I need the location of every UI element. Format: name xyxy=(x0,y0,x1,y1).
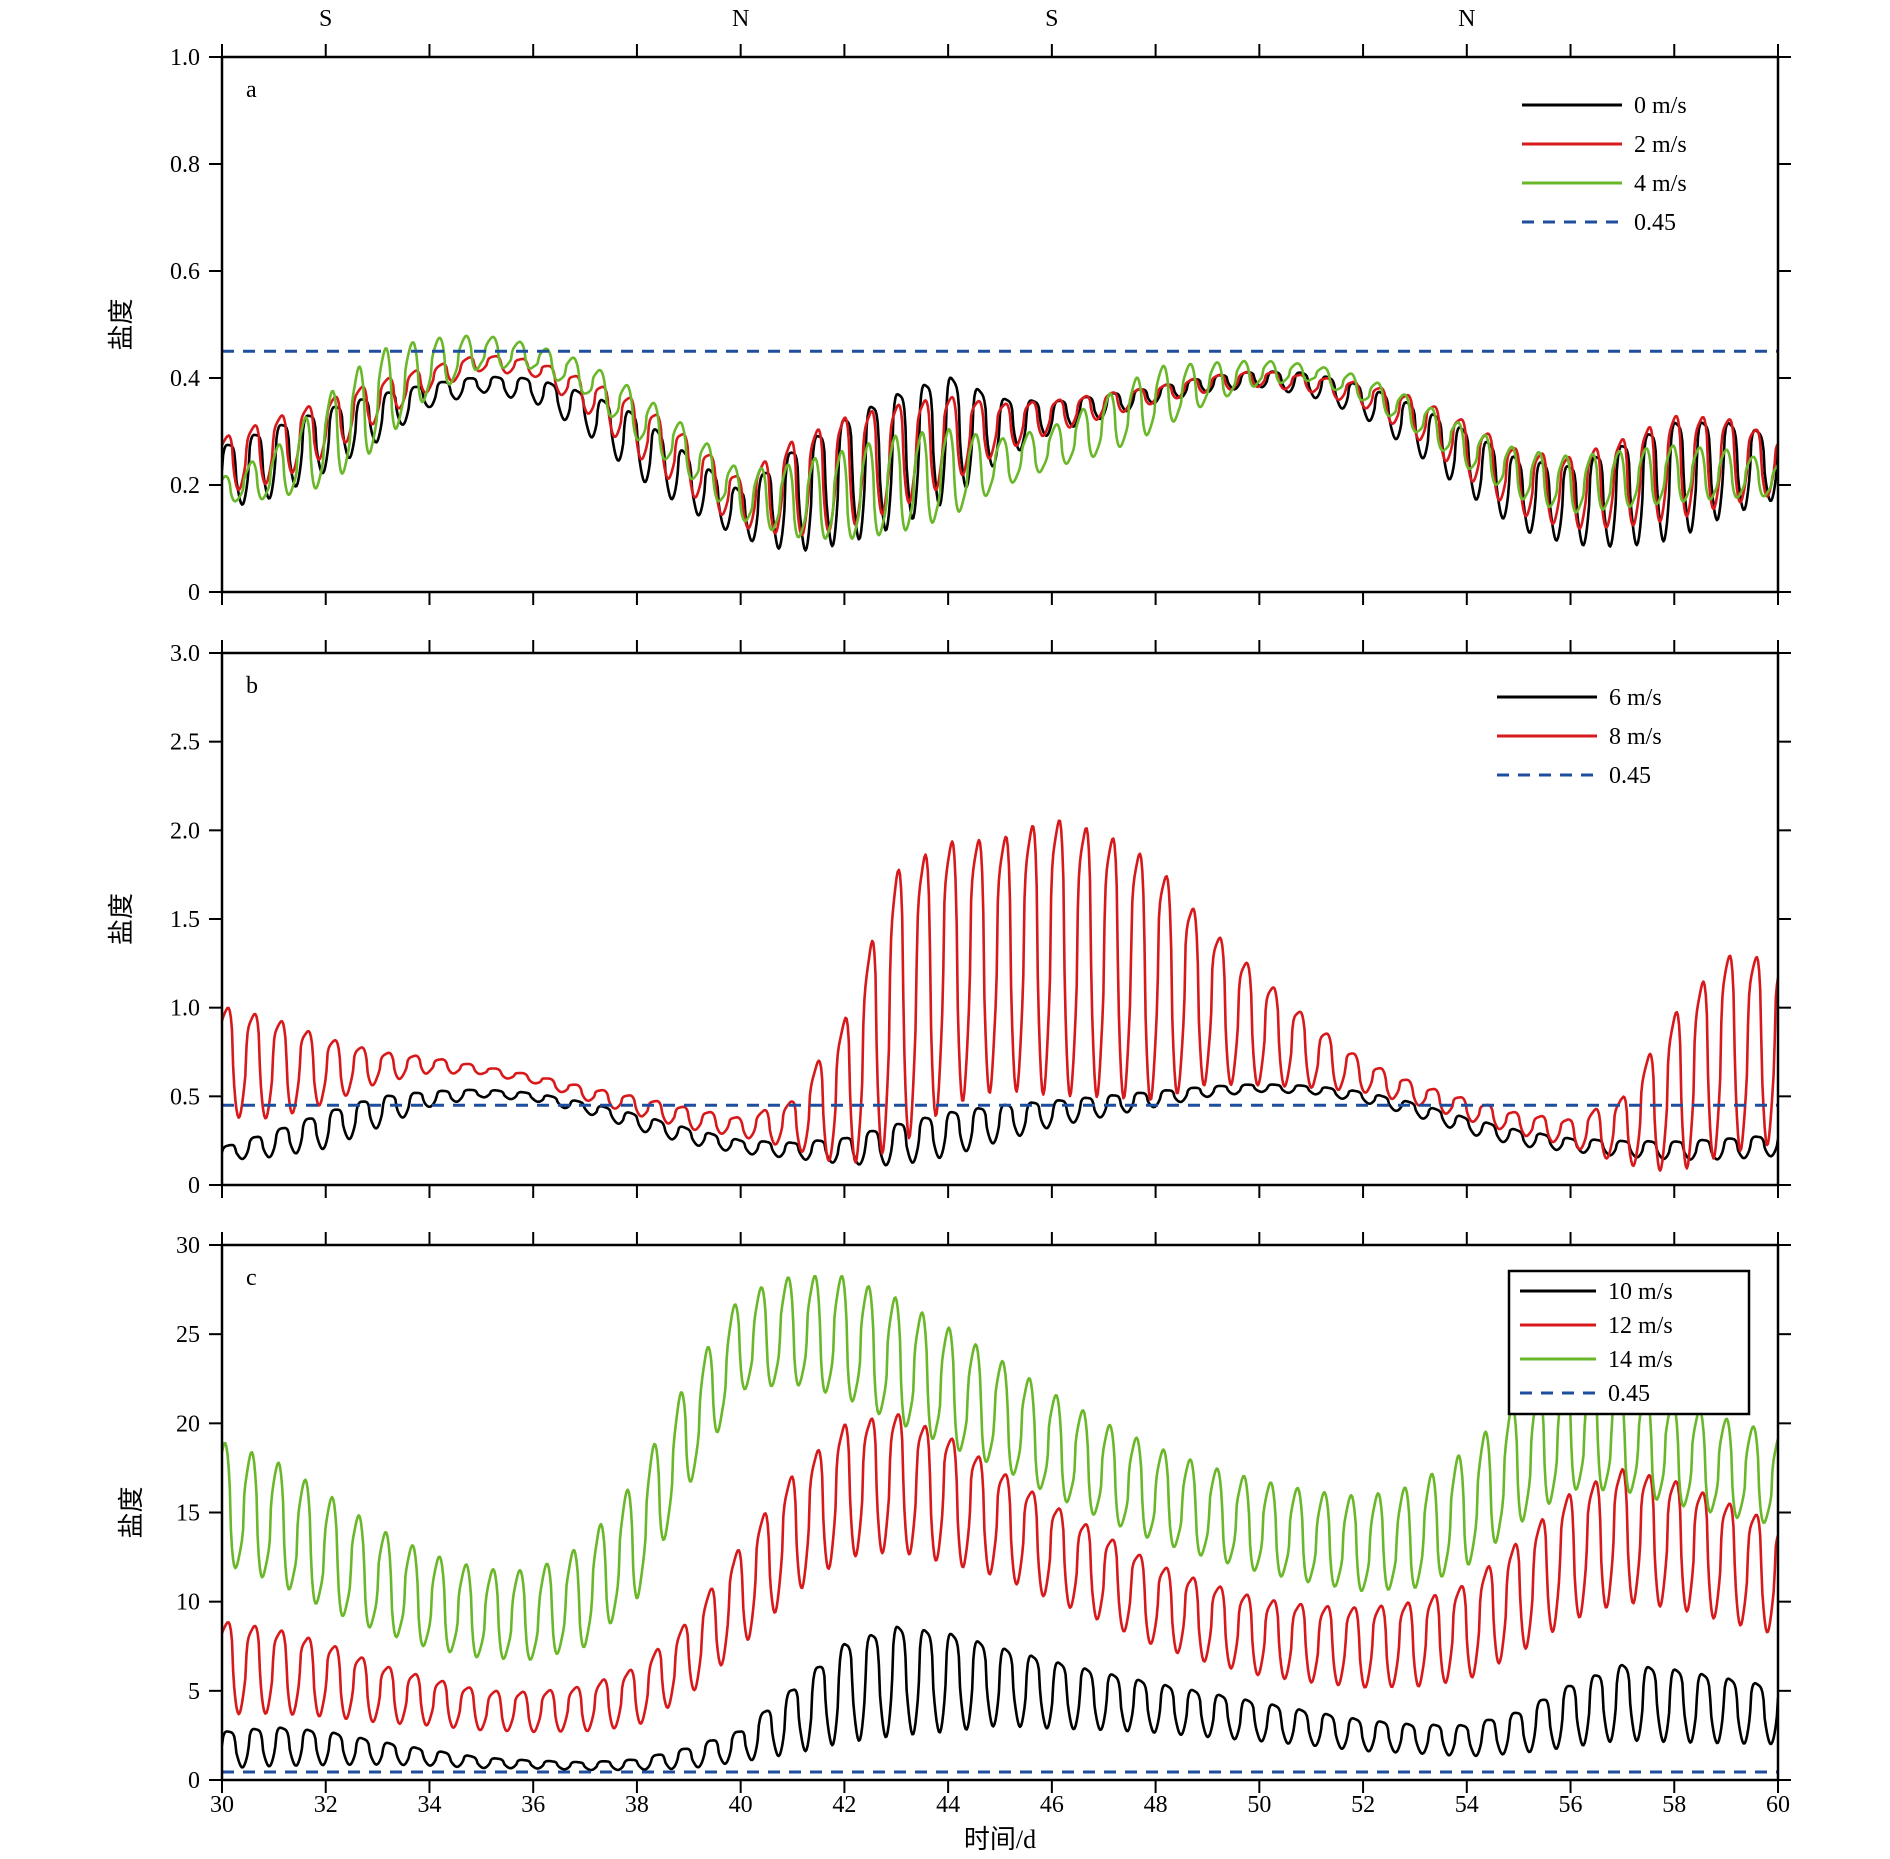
x-tick-label-4: 38 xyxy=(625,1792,649,1818)
panel-a-frame xyxy=(220,55,1780,594)
panel-c-ytick-label: 30 xyxy=(176,1233,200,1259)
x-tick-label-3: 36 xyxy=(521,1792,545,1818)
x-tick-label-11: 52 xyxy=(1351,1792,1375,1818)
panel-a-legend: 0 m/s 2 m/s 4 m/s 0.45 xyxy=(1522,93,1687,236)
panel-b-ytick-label: 0 xyxy=(188,1173,200,1199)
x-tick-label-8: 46 xyxy=(1040,1792,1064,1818)
x-tick-label-5: 40 xyxy=(729,1792,753,1818)
panel-c-series-10ms-line xyxy=(222,1625,1778,1772)
panel-a-ylabel: 盐度 xyxy=(107,298,136,350)
panel-a-legend-label: 0 m/s xyxy=(1634,93,1687,119)
panel-b-legend-label: 0.45 xyxy=(1609,763,1651,789)
panel-c-ytick-label: 15 xyxy=(176,1501,200,1527)
panel-a-series-4ms-line xyxy=(222,334,1778,540)
panel-a-ytick-label: 0.6 xyxy=(170,259,200,285)
panel-c-legend-label: 14 m/s xyxy=(1608,1347,1673,1373)
panel-b-ytick-label: 2.0 xyxy=(170,818,200,844)
panel-a-legend-label: 2 m/s xyxy=(1634,132,1687,158)
panel-c-legend-label: 0.45 xyxy=(1608,1381,1650,1407)
x-tick-label-6: 42 xyxy=(832,1792,856,1818)
x-tick-label-7: 44 xyxy=(936,1792,960,1818)
panel-b: 0 0.5 1.0 1.5 2.0 2.5 3.0 b 盐度 6 m/s 8 m/s 0.45 xyxy=(107,640,1791,1199)
x-tick-label-group: 30 32 34 36 38 40 42 44 46 48 50 52 54 56 58 60 xyxy=(210,1792,1790,1818)
panel-b-legend: 6 m/s 8 m/s 0.45 xyxy=(1497,685,1662,789)
x-tick-label-10: 50 xyxy=(1247,1792,1271,1818)
panel-c-legend-label: 12 m/s xyxy=(1608,1313,1673,1339)
panel-b-ytick-label: 1.5 xyxy=(170,907,200,933)
panel-c-ytick-label: 25 xyxy=(176,1322,200,1348)
top-label-3: N xyxy=(1458,6,1475,32)
x-tick-label-15: 60 xyxy=(1766,1792,1790,1818)
x-tick-label-2: 34 xyxy=(417,1792,441,1818)
panel-b-ytick-label: 3.0 xyxy=(170,641,200,667)
panel-a: 0 0.2 0.4 0.6 0.8 1.0 a 盐度 0 m/s 2 m/s 4 m/s 0.4… xyxy=(107,44,1791,606)
panel-c-legend-box xyxy=(1507,1269,1751,1416)
panel-b-ylabel: 盐度 xyxy=(107,893,136,945)
top-label-2: S xyxy=(1045,6,1058,32)
top-label-0: S xyxy=(319,6,332,32)
x-axis-label: 时间/d xyxy=(964,1825,1036,1854)
x-tick-label-14: 58 xyxy=(1662,1792,1686,1818)
panel-b-legend-label: 6 m/s xyxy=(1609,685,1662,711)
panel-c-ytick-label: 5 xyxy=(188,1679,200,1705)
panel-b-letter: b xyxy=(246,673,258,699)
x-tick-label-13: 56 xyxy=(1559,1792,1583,1818)
x-tick-label-12: 54 xyxy=(1455,1792,1479,1818)
panel-c-legend: 10 m/s 12 m/s 14 m/s 0.45 xyxy=(1507,1269,1751,1416)
panel-c-ylabel: 盐度 xyxy=(117,1486,146,1538)
panel-a-ytick-label: 1.0 xyxy=(170,45,200,71)
panel-b-ytick-label: 2.5 xyxy=(170,730,200,756)
panel-b-series-6ms-line xyxy=(222,1083,1778,1167)
panel-b-legend-label: 8 m/s xyxy=(1609,724,1662,750)
panel-a-legend-label: 0.45 xyxy=(1634,210,1676,236)
panel-c-ytick-label: 20 xyxy=(176,1411,200,1437)
panel-b-ytick-label: 1.0 xyxy=(170,996,200,1022)
panel-a-series-2ms-line xyxy=(222,354,1778,537)
x-tick-label-9: 48 xyxy=(1144,1792,1168,1818)
panel-c-legend-label: 10 m/s xyxy=(1608,1279,1673,1305)
panel-a-ytick-label: 0.2 xyxy=(170,473,200,499)
panel-a-ytick-label: 0 xyxy=(188,580,200,606)
panel-b-ytick-label: 0.5 xyxy=(170,1084,200,1110)
x-tick-label-1: 32 xyxy=(314,1792,338,1818)
panel-c-series-14ms-line xyxy=(222,1274,1778,1661)
panel-a-letter: a xyxy=(246,77,257,103)
panel-c-series-12ms-line xyxy=(222,1413,1778,1734)
panel-c-ytick-label: 0 xyxy=(188,1768,200,1794)
panel-c-letter: c xyxy=(246,1265,257,1291)
panel-c-ytick-label: 10 xyxy=(176,1590,200,1616)
panel-a-ytick-label: 0.8 xyxy=(170,152,200,178)
panel-a-ytick-label: 0.4 xyxy=(170,366,200,392)
panel-b-series-8ms-line xyxy=(222,819,1778,1172)
panel-a-legend-label: 4 m/s xyxy=(1634,171,1687,197)
top-label-1: N xyxy=(732,6,749,32)
panel-c: 0 5 10 15 20 25 30 c 盐度 10 m/s 12 m/s 14 m/s 0.45 xyxy=(117,1232,1791,1794)
x-tick-label-0: 30 xyxy=(210,1792,234,1818)
